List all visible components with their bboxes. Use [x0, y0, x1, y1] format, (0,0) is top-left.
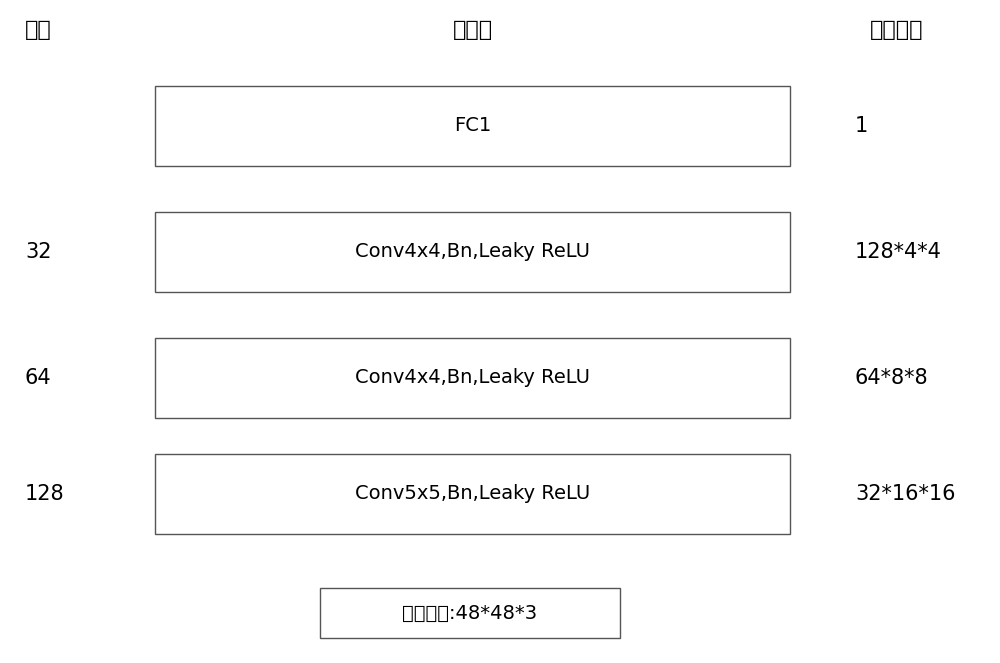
Text: 输出尺寸: 输出尺寸	[870, 20, 924, 40]
Text: Conv4x4,Bn,Leaky ReLU: Conv4x4,Bn,Leaky ReLU	[355, 243, 590, 261]
FancyBboxPatch shape	[155, 86, 790, 166]
Text: 128: 128	[25, 484, 65, 504]
Text: 1: 1	[855, 116, 868, 136]
Text: Conv4x4,Bn,Leaky ReLU: Conv4x4,Bn,Leaky ReLU	[355, 369, 590, 387]
Text: 128*4*4: 128*4*4	[855, 242, 942, 262]
Text: 深度: 深度	[25, 20, 52, 40]
Text: 判别器: 判别器	[453, 20, 493, 40]
Text: 64*8*8: 64*8*8	[855, 368, 929, 388]
Text: 输入尺寸:48*48*3: 输入尺寸:48*48*3	[402, 604, 538, 623]
Text: FC1: FC1	[454, 117, 491, 135]
FancyBboxPatch shape	[155, 454, 790, 534]
Text: 32: 32	[25, 242, 52, 262]
Text: 32*16*16: 32*16*16	[855, 484, 956, 504]
Text: 64: 64	[25, 368, 52, 388]
Text: Conv5x5,Bn,Leaky ReLU: Conv5x5,Bn,Leaky ReLU	[355, 485, 590, 503]
FancyBboxPatch shape	[320, 589, 620, 638]
FancyBboxPatch shape	[155, 338, 790, 418]
FancyBboxPatch shape	[155, 212, 790, 292]
